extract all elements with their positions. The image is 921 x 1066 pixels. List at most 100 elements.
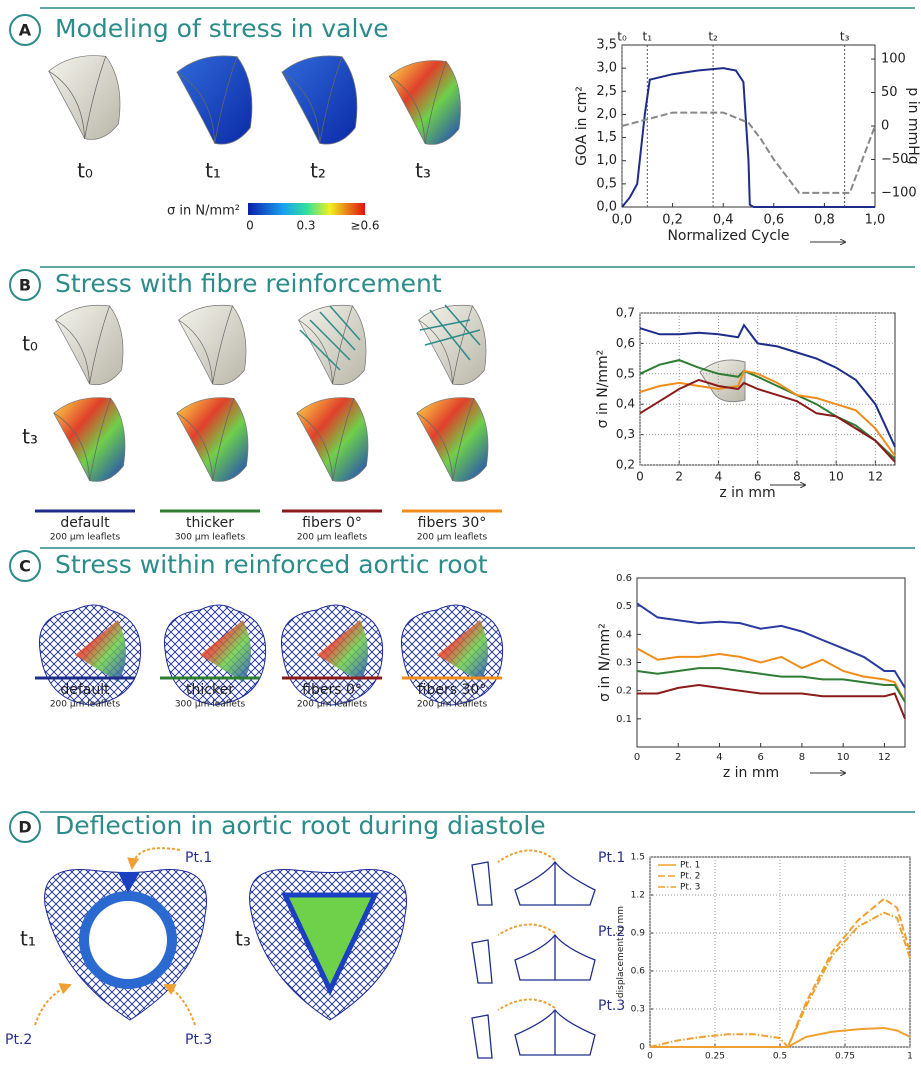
point-label: Pt.3 [598,998,625,1014]
y-tick-label: 0,5 [616,366,635,380]
y-tick-label: 0,3 [616,427,635,441]
panel-title: Deflection in aortic root during diastol… [55,811,546,840]
x-tick-label: 4 [716,752,722,763]
series-line [640,371,895,456]
y-axis-label: σ in N/mm² [595,350,611,429]
y-tick-label: 0,2 [616,458,635,472]
y-tick-label: 0,4 [616,397,635,411]
x-tick-label: 2 [675,470,683,484]
panel-letter: A [19,21,32,40]
y-axis-label: σ in N/mm² [597,623,613,702]
y-tick-label: 0.1 [616,714,632,725]
panel-b: B Stress with fibre reinforcement t₀ t₃ [10,267,915,485]
variant-name: fibers 30° [418,515,487,531]
y-axis-label: GOA in cm² [574,86,590,166]
x-tick-label: 0,4 [713,213,734,228]
panel-letter: B [19,276,31,295]
panel-letter: D [18,818,31,837]
chart: 00.250.50.75100.30.60.91.21.5Normalized … [616,853,913,1063]
x-tick-label: 10 [837,752,850,763]
x-tick-label: 10 [829,470,844,484]
panel-c: C Stress within reinforced aortic root [10,548,915,773]
inset-valve [700,360,745,402]
valve-ring [84,896,172,984]
figure: A Modeling of stress in valve t₀ t₁ t₂ t… [0,0,921,1062]
y-tick-label: 0.2 [616,686,632,697]
time-marker-label: t₀ [617,30,627,44]
time-label: t₃ [235,927,251,951]
x-tick-label: 1 [907,1052,913,1062]
x-tick-label: 8 [793,470,801,484]
legend-label: Pt. 3 [680,883,700,893]
deflection-sketches [472,862,595,1058]
x-tick-label: 2 [675,752,681,763]
legend-label: Pt. 1 [680,861,700,871]
valve-image [419,305,487,384]
valve-image [54,398,125,482]
x-axis-label: z in mm [723,765,779,781]
variant-note: 300 µm leaflets [175,533,246,543]
y-axis-label: displacement in mm [616,906,626,998]
time-marker-label: t₃ [840,30,850,44]
series-line [640,360,895,459]
pointer [498,850,555,1010]
colorbar-tick: ≥0.6 [350,219,379,233]
y-tick-label: 1,5 [596,130,617,145]
variant-note: 300 µm leaflets [175,700,246,710]
y-tick-label: 1.5 [631,853,645,863]
pointer [165,985,195,1025]
y-tick-label: 0.4 [616,629,632,640]
y-tick-label: 1,0 [596,153,617,168]
valve-image [282,56,357,144]
variant-name: default [60,682,110,698]
variant-note: 200 µm leaflets [297,700,368,710]
y-tick-label: 0.3 [631,1005,645,1015]
y-tick-label: 0.3 [616,658,632,669]
variant-note: 200 µm leaflets [50,533,121,543]
variant-name: default [60,515,110,531]
series-line [640,380,895,462]
valve-image [297,398,368,482]
x-tick-label: 6 [754,470,762,484]
colorbar-tick: 0.3 [296,219,315,233]
y-tick-label: 2,5 [596,84,617,99]
valve-image [177,398,248,482]
colorbar-tick: 0 [246,219,254,233]
variant-name: thicker [186,515,234,531]
x-tick-label: 0,6 [763,213,784,228]
x-tick-label: 0,0 [612,213,633,228]
point-label: Pt.1 [185,850,212,866]
colorbar [248,203,365,215]
x-tick-label: 8 [799,752,805,763]
series-line [650,899,910,1047]
x-tick-label: 4 [715,470,723,484]
y-tick-label: 0.5 [616,601,632,612]
panel-title: Stress within reinforced aortic root [55,550,488,579]
valve-image [179,305,247,384]
time-label: t₀ [22,332,38,356]
y-tick-label: 0,6 [616,336,635,350]
x-axis-label: Normalized Cycle [667,228,789,244]
y-tick-label: 0.6 [631,967,646,977]
x-axis-label: z in mm [719,485,775,501]
pointer [35,985,70,1025]
series-line [622,68,875,207]
panel-title: Stress with fibre reinforcement [55,269,442,298]
y-tick-label: 0,7 [616,306,635,320]
y-tick-label: 0.6 [616,573,632,584]
valve-image [56,305,124,384]
y-tick-label: 3,0 [596,61,617,76]
valve-image [49,56,120,140]
y2-tick-label: −100 [881,185,917,200]
time-label: t₃ [22,425,38,449]
x-tick-label: 0.75 [835,1052,855,1062]
y-tick-label: 0.9 [631,929,646,939]
y-tick-label: 3,5 [596,38,617,53]
variant-name: fibers 0° [302,682,362,698]
x-tick-label: 0,8 [814,213,835,228]
x-tick-label: 0 [647,1052,653,1062]
series-line [637,685,905,719]
y2-tick-label: −50 [881,152,908,167]
